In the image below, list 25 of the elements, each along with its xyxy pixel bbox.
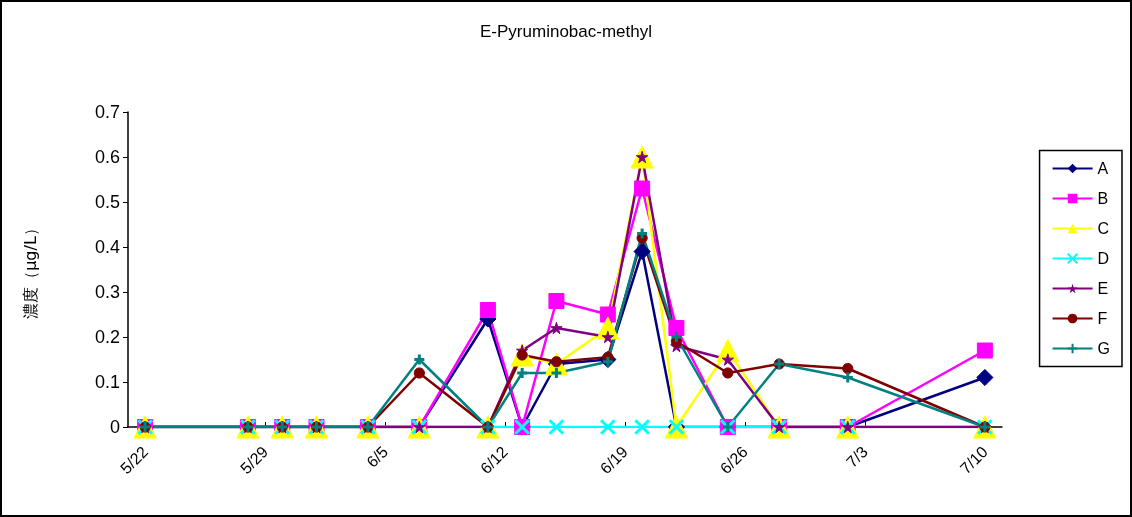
legend-label: C [1097,220,1110,237]
y-tick-label: 0.1 [94,372,120,392]
y-tick-label: 0.3 [94,282,120,302]
x-tick-label: 5/22 [117,442,152,478]
y-axis-title: 濃度（μg/L） [20,220,40,319]
x-tick-label: 6/26 [716,442,752,478]
y-tick-label: 0.4 [94,237,120,257]
y-tick-label: 0.6 [94,147,120,167]
y-tick-label: 0.5 [94,192,120,212]
legend-label: E [1097,280,1109,297]
legend-label: B [1097,190,1109,207]
y-tick-label: 0 [109,417,120,437]
legend-label: D [1097,250,1110,267]
x-tick-label: 6/19 [596,442,632,478]
legend-label: A [1097,160,1109,177]
x-tick-label: 5/29 [237,442,272,478]
x-tick-label: 6/12 [477,442,512,478]
legend-label: F [1097,310,1108,327]
legend-label: G [1097,340,1111,357]
x-tick-label: 7/3 [843,442,871,471]
y-tick-label: 0.2 [94,327,120,347]
y-tick-label: 0.7 [94,102,120,122]
chart-title: E-Pyruminobac-methyl [480,22,652,41]
x-tick-label: 6/5 [363,442,392,471]
x-tick-label: 7/10 [956,442,991,478]
